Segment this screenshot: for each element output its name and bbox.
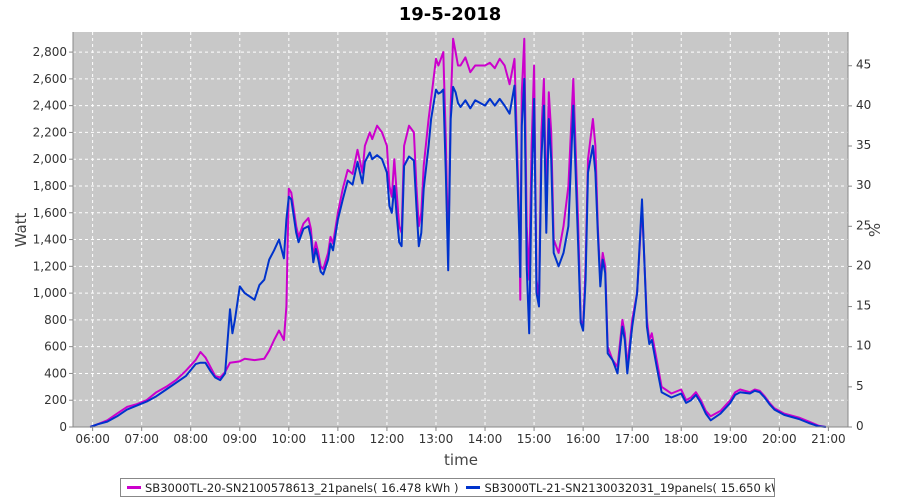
y-tick-label: 200: [44, 393, 67, 407]
x-tick-label: 13:00: [419, 432, 454, 446]
y-tick-label: 2,000: [33, 152, 67, 166]
legend-label: SB3000TL-21-SN2130032031_19panels( 15.65…: [484, 480, 775, 495]
legend-swatch-blue: [466, 486, 481, 489]
y-tick-label: 1,800: [33, 179, 67, 193]
y-tick-label: 2,400: [33, 99, 67, 113]
series-line-sb3000tl-21: [89, 77, 826, 428]
y-tick-label: 1,200: [33, 259, 67, 273]
x-tick-label: 12:00: [370, 432, 405, 446]
y-tick-label: 400: [44, 366, 67, 380]
x-tick-label: 10:00: [272, 432, 307, 446]
legend-item-sb3000tl-20: SB3000TL-20-SN2100578613_21panels( 16.47…: [125, 481, 458, 495]
x-axis-title: time: [444, 451, 478, 469]
y-axis-title: Watt: [12, 212, 30, 247]
y-tick-label: 800: [44, 313, 67, 327]
axes: 02004006008001,0001,2001,4001,6001,8002,…: [33, 45, 872, 446]
y2-tick-label: 45: [856, 58, 871, 72]
x-tick-label: 08:00: [173, 432, 208, 446]
x-tick-label: 20:00: [762, 432, 797, 446]
x-tick-label: 07:00: [124, 432, 159, 446]
x-tick-label: 14:00: [468, 432, 503, 446]
y2-tick-label: 40: [856, 98, 871, 112]
x-tick-label: 17:00: [615, 432, 650, 446]
y2-tick-label: 25: [856, 218, 871, 232]
chart-title: 19-5-2018: [399, 4, 502, 25]
y2-tick-label: 15: [856, 299, 871, 313]
y-tick-label: 1,000: [33, 286, 67, 300]
plot-area: [73, 32, 848, 427]
y2-axis-title: %: [866, 223, 884, 237]
series-layer: [89, 37, 827, 428]
y-tick-label: 600: [44, 340, 67, 354]
legend: SB3000TL-20-SN2100578613_21panels( 16.47…: [120, 478, 775, 497]
x-tick-label: 16:00: [566, 432, 601, 446]
x-tick-label: 18:00: [664, 432, 699, 446]
y2-tick-label: 5: [856, 379, 864, 393]
y-tick-label: 2,600: [33, 72, 67, 86]
legend-label: SB3000TL-20-SN2100578613_21panels( 16.47…: [145, 480, 459, 495]
x-tick-label: 15:00: [517, 432, 552, 446]
y2-tick-label: 20: [856, 258, 871, 272]
y-tick-label: 2,200: [33, 125, 67, 139]
y-tick-label: 0: [59, 420, 67, 434]
legend-item-sb3000tl-21: SB3000TL-21-SN2130032031_19panels( 15.65…: [464, 480, 775, 495]
y2-tick-label: 30: [856, 178, 871, 192]
x-tick-label: 19:00: [713, 432, 748, 446]
y-tick-label: 2,800: [33, 45, 67, 59]
legend-swatch-magenta: [127, 486, 141, 489]
y-tick-label: 1,600: [33, 206, 67, 220]
y2-tick-label: 35: [856, 138, 871, 152]
y2-tick-label: 0: [856, 419, 864, 433]
y-tick-label: 1,400: [33, 233, 67, 247]
x-tick-label: 09:00: [222, 432, 257, 446]
x-tick-label: 06:00: [75, 432, 110, 446]
y2-tick-label: 10: [856, 339, 871, 353]
x-tick-label: 21:00: [811, 432, 846, 446]
x-tick-label: 11:00: [321, 432, 356, 446]
